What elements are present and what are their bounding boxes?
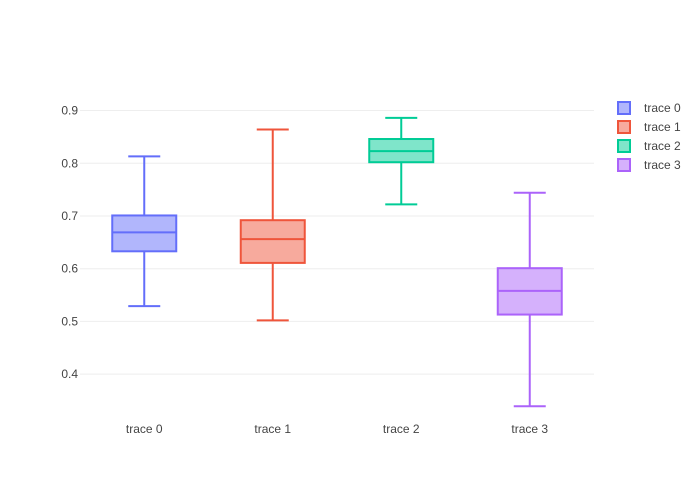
- y-tick-label: 0.5: [61, 314, 78, 328]
- box-trace-2[interactable]: [368, 116, 435, 206]
- x-axis-tick-labels: trace 0 trace 1 trace 2 trace 3: [126, 422, 549, 436]
- legend-item[interactable]: trace 0: [617, 101, 681, 115]
- y-tick-label: 0.4: [61, 367, 78, 381]
- legend-label: trace 0: [644, 101, 681, 115]
- legend-label: trace 3: [644, 158, 681, 172]
- y-tick-label: 0.8: [61, 156, 78, 170]
- x-tick-label: trace 2: [383, 422, 420, 436]
- legend-label: trace 1: [644, 120, 681, 134]
- x-tick-label: trace 1: [254, 422, 291, 436]
- y-axis-tick-labels: 0.4 0.5 0.6 0.7 0.8 0.9: [61, 104, 78, 382]
- y-tick-label: 0.9: [61, 104, 78, 118]
- legend-item[interactable]: trace 1: [617, 120, 681, 134]
- y-tick-label: 0.7: [61, 209, 78, 223]
- box-plot-series: [111, 116, 563, 408]
- legend-swatch: [617, 101, 631, 115]
- box-trace-0[interactable]: [111, 155, 178, 308]
- y-tick-label: 0.6: [61, 262, 78, 276]
- legend-item[interactable]: trace 2: [617, 139, 681, 153]
- legend-swatch: [617, 139, 631, 153]
- legend-item[interactable]: trace 3: [617, 158, 681, 172]
- box-trace-1[interactable]: [239, 128, 306, 322]
- box-trace-3[interactable]: [496, 191, 563, 408]
- x-tick-label: trace 0: [126, 422, 163, 436]
- x-tick-label: trace 3: [511, 422, 548, 436]
- legend[interactable]: trace 0 trace 1 trace 2 trace 3: [617, 101, 681, 172]
- legend-swatch: [617, 158, 631, 172]
- legend-label: trace 2: [644, 139, 681, 153]
- legend-swatch: [617, 120, 631, 134]
- iqr-box: [239, 219, 306, 264]
- iqr-box: [111, 214, 178, 253]
